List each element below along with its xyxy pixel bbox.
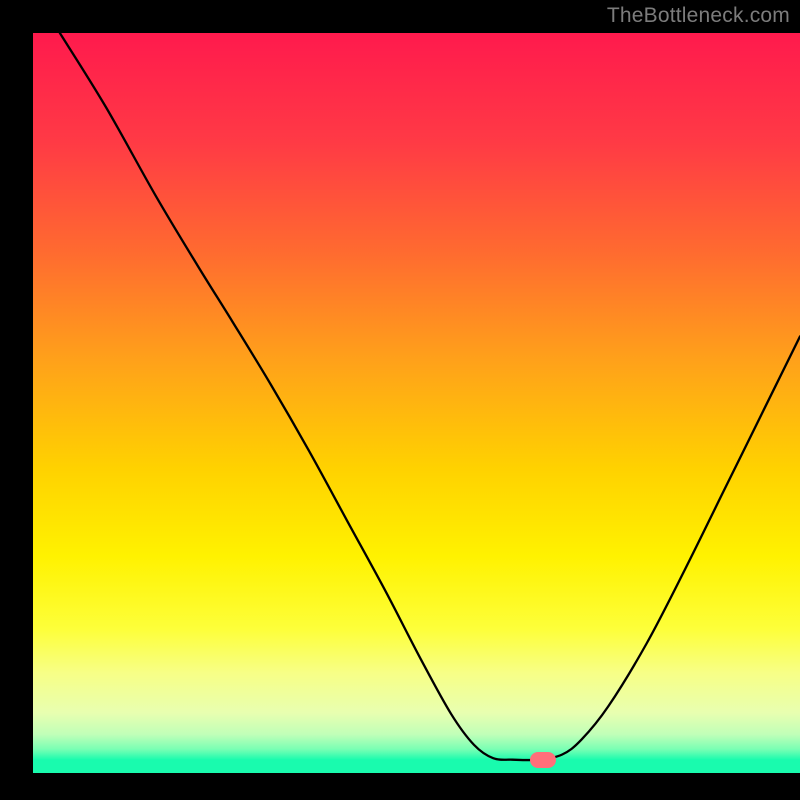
optimal-point-marker: [530, 752, 556, 768]
bottleneck-curve: [33, 33, 800, 773]
chart-canvas: TheBottleneck.com: [0, 0, 800, 800]
plot-area: [33, 33, 800, 773]
curve-path: [60, 33, 800, 760]
attribution-label: TheBottleneck.com: [607, 4, 790, 28]
